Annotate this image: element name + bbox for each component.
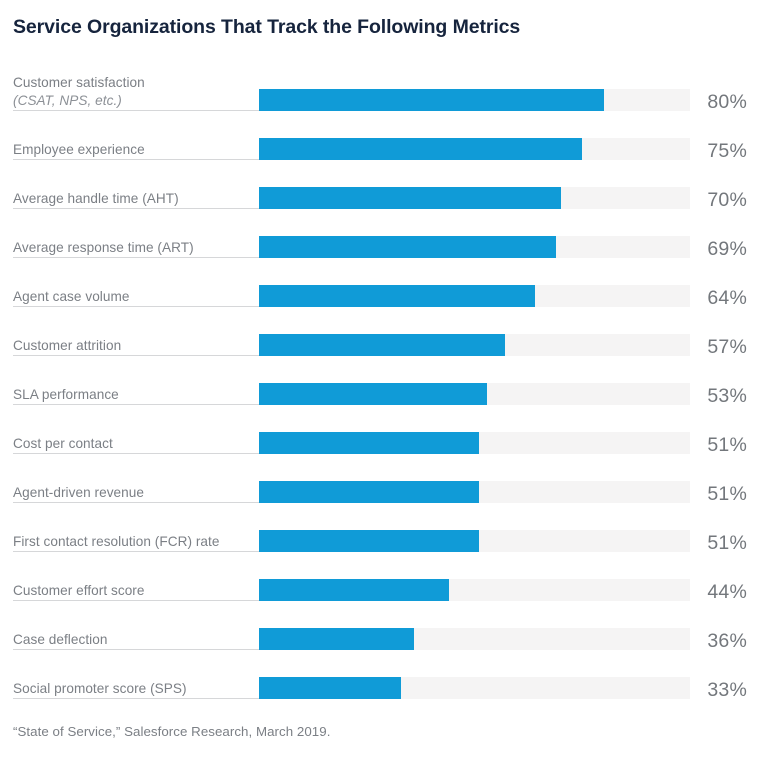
- row-divider: [13, 355, 259, 356]
- row-value-label: 36%: [707, 630, 747, 652]
- chart-title: Service Organizations That Track the Fol…: [13, 16, 521, 38]
- row-divider: [13, 600, 259, 601]
- chart-row: Case deflection 36%: [0, 604, 759, 653]
- bar-track: [259, 89, 690, 111]
- row-value-label: 64%: [707, 287, 747, 309]
- row-label: Average handle time (AHT): [13, 190, 253, 208]
- row-label: Customer attrition: [13, 337, 253, 355]
- bar-track: [259, 677, 690, 699]
- chart-row: Cost per contact 51%: [0, 408, 759, 457]
- bar-track: [259, 432, 690, 454]
- bar-fill: [259, 481, 479, 503]
- row-label: Agent-driven revenue: [13, 484, 253, 502]
- row-divider: [13, 404, 259, 405]
- row-label: Customer satisfaction (CSAT, NPS, etc.): [13, 74, 253, 109]
- row-divider: [13, 698, 259, 699]
- row-divider: [13, 257, 259, 258]
- chart-row: Social promoter score (SPS) 33%: [0, 653, 759, 702]
- bar-track: [259, 530, 690, 552]
- bar-fill: [259, 677, 402, 699]
- row-label: Average response time (ART): [13, 239, 253, 257]
- row-divider: [13, 110, 259, 111]
- row-value-label: 44%: [707, 581, 747, 603]
- bar-track: [259, 285, 690, 307]
- bar-fill: [259, 334, 505, 356]
- row-value-label: 75%: [707, 140, 747, 162]
- bar-fill: [259, 383, 488, 405]
- row-value-label: 51%: [707, 434, 747, 456]
- bar-fill: [259, 628, 415, 650]
- chart-row: Average response time (ART) 69%: [0, 212, 759, 261]
- chart-row: Agent case volume 64%: [0, 261, 759, 310]
- bar-track: [259, 236, 690, 258]
- row-label-text: Agent-driven revenue: [13, 484, 144, 500]
- row-label-text: SLA performance: [13, 386, 119, 402]
- row-label-text: Customer attrition: [13, 337, 122, 353]
- bar-fill: [259, 138, 583, 160]
- row-label-text: Customer effort score: [13, 582, 145, 598]
- row-divider: [13, 502, 259, 503]
- chart-source-note: “State of Service,” Salesforce Research,…: [13, 724, 331, 739]
- chart-rows: Customer satisfaction (CSAT, NPS, etc.) 80…: [0, 62, 759, 702]
- row-label: Case deflection: [13, 631, 253, 649]
- chart-row: Agent-driven revenue 51%: [0, 457, 759, 506]
- row-label: Employee experience: [13, 141, 253, 159]
- bar-fill: [259, 432, 479, 454]
- row-value-label: 51%: [707, 532, 747, 554]
- bar-track: [259, 481, 690, 503]
- row-divider: [13, 649, 259, 650]
- row-value-label: 69%: [707, 238, 747, 260]
- row-label: Social promoter score (SPS): [13, 680, 253, 698]
- row-value-label: 80%: [707, 91, 747, 113]
- row-divider: [13, 208, 259, 209]
- row-label: SLA performance: [13, 386, 253, 404]
- chart-row: Customer satisfaction (CSAT, NPS, etc.) 80…: [0, 62, 759, 114]
- row-label: Customer effort score: [13, 582, 253, 600]
- row-divider: [13, 159, 259, 160]
- bar-track: [259, 138, 690, 160]
- bar-fill: [259, 285, 535, 307]
- bar-track: [259, 187, 690, 209]
- row-value-label: 70%: [707, 189, 747, 211]
- bar-track: [259, 383, 690, 405]
- chart-row: Average handle time (AHT) 70%: [0, 163, 759, 212]
- row-label-text: Social promoter score (SPS): [13, 680, 187, 696]
- chart-row: Customer effort score 44%: [0, 555, 759, 604]
- row-label-text: Customer satisfaction: [13, 75, 145, 90]
- chart-row: SLA performance 53%: [0, 359, 759, 408]
- row-label: Cost per contact: [13, 435, 253, 453]
- row-label-text: Average response time (ART): [13, 239, 194, 255]
- row-divider: [13, 551, 259, 552]
- bar-track: [259, 334, 690, 356]
- row-label: Agent case volume: [13, 288, 253, 306]
- row-value-label: 57%: [707, 336, 747, 358]
- row-label-text: Case deflection: [13, 631, 108, 647]
- bar-fill: [259, 530, 479, 552]
- bar-fill: [259, 236, 557, 258]
- row-label-text: First contact resolution (FCR) rate: [13, 533, 220, 549]
- bar-fill: [259, 187, 561, 209]
- row-divider: [13, 453, 259, 454]
- chart-row: First contact resolution (FCR) rate 51%: [0, 506, 759, 555]
- row-value-label: 53%: [707, 385, 747, 407]
- bar-track: [259, 579, 690, 601]
- chart-row: Employee experience 75%: [0, 114, 759, 163]
- row-label-text: Cost per contact: [13, 435, 113, 451]
- bar-fill: [259, 89, 604, 111]
- row-label: First contact resolution (FCR) rate: [13, 533, 253, 551]
- row-label-sublabel: (CSAT, NPS, etc.): [13, 92, 122, 108]
- row-value-label: 51%: [707, 483, 747, 505]
- row-divider: [13, 306, 259, 307]
- row-label-text: Agent case volume: [13, 288, 130, 304]
- row-value-label: 33%: [707, 679, 747, 701]
- bar-fill: [259, 579, 449, 601]
- chart-row: Customer attrition 57%: [0, 310, 759, 359]
- row-label-text: Employee experience: [13, 141, 145, 157]
- bar-track: [259, 628, 690, 650]
- row-label-text: Average handle time (AHT): [13, 190, 179, 206]
